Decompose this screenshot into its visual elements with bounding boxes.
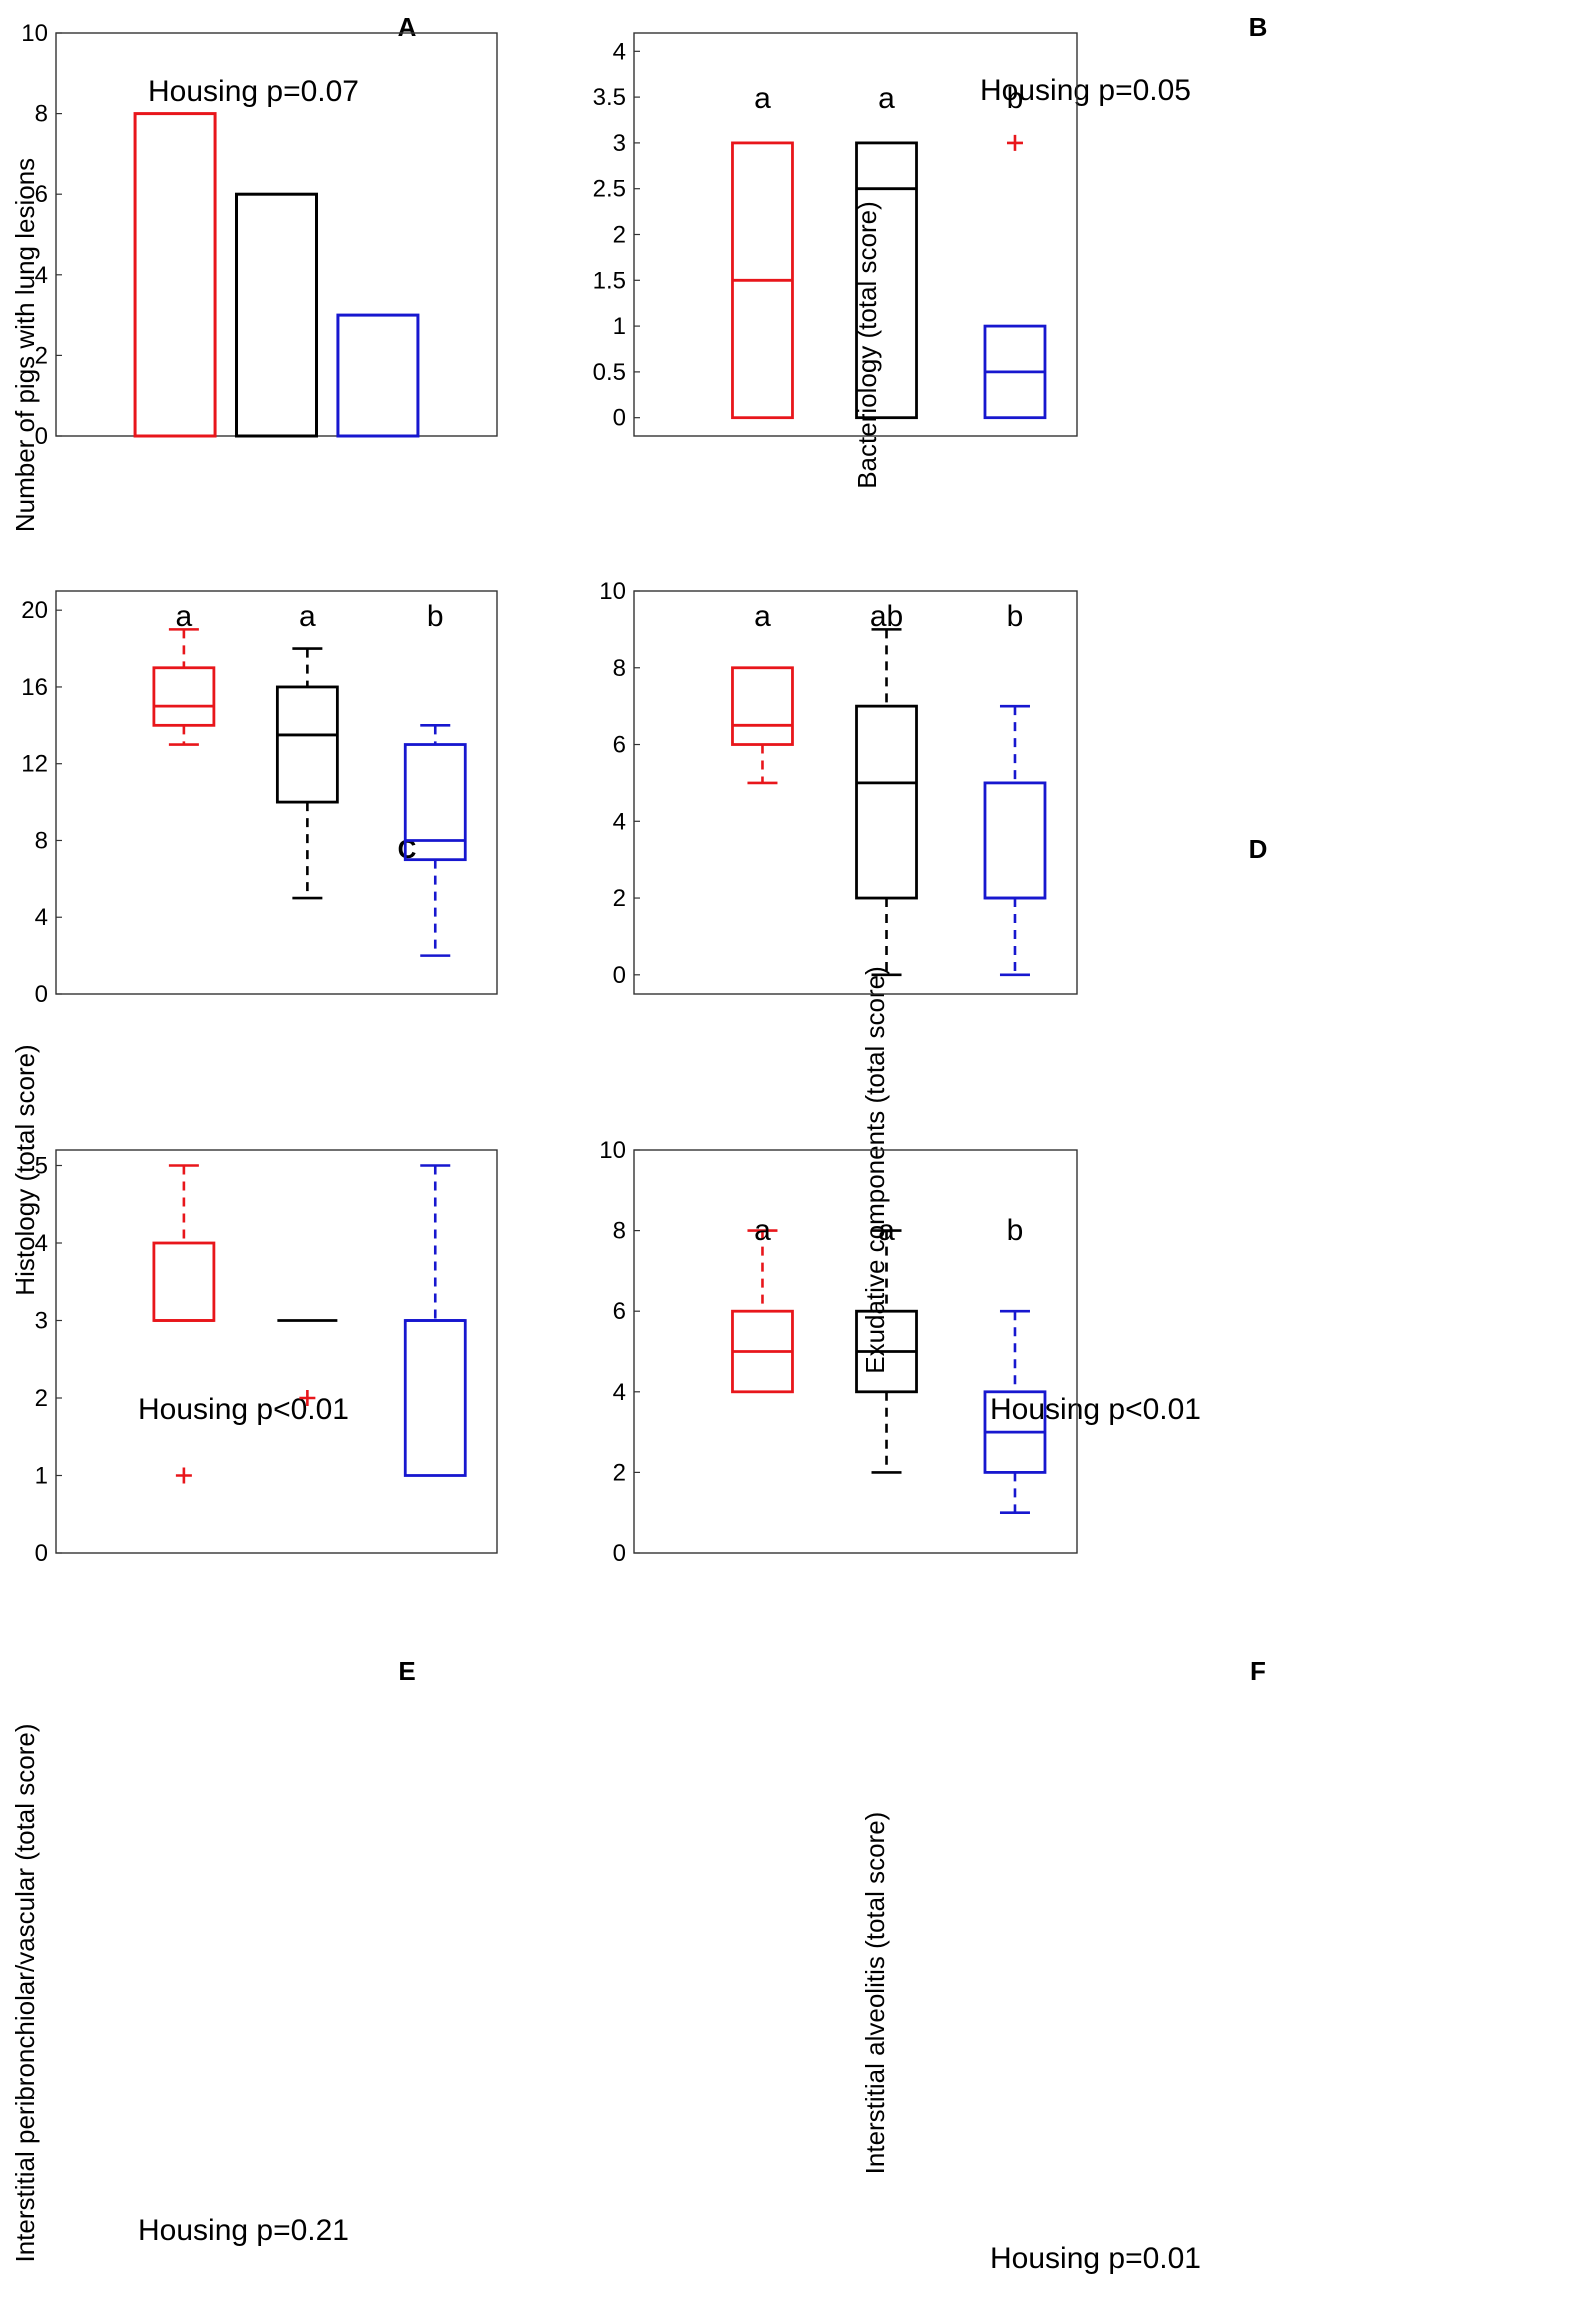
panel-a-ytick-label: 2 xyxy=(35,342,48,369)
panel-a-ytick-label: 10 xyxy=(21,20,48,47)
panel-c-ytick-label: 4 xyxy=(35,904,48,931)
panel-c-ytick-label: 0 xyxy=(35,981,48,1008)
panel-b-ytick-label: 4 xyxy=(613,38,626,65)
panel-e-ytick-label: 4 xyxy=(35,1230,48,1257)
panel-b-ytick-label: 1 xyxy=(613,313,626,340)
panel-d-ytick-label: 10 xyxy=(599,578,626,605)
panel-e-ytick-label: 5 xyxy=(35,1153,48,1180)
panel-b-outlier-3 xyxy=(1006,134,1023,151)
panel-b-ytick-label: 3.5 xyxy=(593,84,626,111)
panel-f-ytick-label: 8 xyxy=(613,1218,626,1245)
panel-e-annotation: Housing p=0.21 xyxy=(138,2214,349,2247)
panel-e-outlier-2 xyxy=(299,1390,316,1406)
panel-f-ytick-label: 4 xyxy=(613,1379,626,1406)
panel-a-annotation: Housing p=0.07 xyxy=(148,75,359,108)
panel-b-annotation: Housing p=0.05 xyxy=(980,74,1191,107)
panel-e-outlier-1 xyxy=(175,1467,192,1484)
panel-b-ytick-label: 0.5 xyxy=(593,359,626,386)
panel-e-ytick-label: 3 xyxy=(35,1308,48,1335)
panel-d-box-1 xyxy=(731,666,794,746)
panel-c-box-2 xyxy=(275,685,339,804)
panel-b-box-2 xyxy=(855,141,918,420)
panel-d-ytick-label: 4 xyxy=(613,808,626,835)
panel-a-bar-1 xyxy=(133,112,217,438)
panel-c-frame xyxy=(55,590,498,995)
panel-c-letter-2: a xyxy=(299,600,316,633)
panel-b-title: B xyxy=(1249,12,1268,42)
panel-a-ytick-label: 8 xyxy=(35,101,48,128)
panel-e-box-3 xyxy=(403,1319,467,1477)
panel-b-letter-3: b xyxy=(1007,82,1024,115)
panel-d-box-2 xyxy=(855,704,918,900)
panel-b-letter-1: a xyxy=(754,82,771,115)
panel-f-annotation: Housing p=0.01 xyxy=(990,2242,1201,2275)
panel-a-ytick-label: 6 xyxy=(35,181,48,208)
panel-c-box-3 xyxy=(403,743,467,862)
panel-a-ytick-label: 0 xyxy=(35,423,48,450)
panel-d-frame xyxy=(633,590,1078,995)
panel-e-frame xyxy=(55,1149,498,1554)
panel-c-ytick-label: 8 xyxy=(35,827,48,854)
panel-d-ytick-label: 0 xyxy=(613,962,626,989)
panel-c-ytick-label: 12 xyxy=(21,751,48,778)
panel-d-annotation: Housing p<0.01 xyxy=(990,1393,1201,1426)
panel-e-ytick-label: 2 xyxy=(35,1385,48,1412)
panel-c-letter-3: b xyxy=(427,600,444,633)
panel-c-ytick-label: 16 xyxy=(21,674,48,701)
panel-e-ytick-label: 0 xyxy=(35,1540,48,1567)
panel-f-ytick-label: 2 xyxy=(613,1459,626,1486)
panel-d-letter-2: ab xyxy=(870,600,903,633)
panel-d-letter-3: b xyxy=(1007,600,1024,633)
panel-d-ytick-label: 8 xyxy=(613,655,626,682)
panel-d-letter-1: a xyxy=(754,600,771,633)
panel-c-ylabel: Histology (total score) xyxy=(10,1044,40,1295)
panel-f-frame xyxy=(633,1149,1078,1554)
panel-a-bar-2 xyxy=(235,192,318,438)
panel-a-title: A xyxy=(398,12,417,42)
panel-f-ylabel: Interstitial alveolitis (total score) xyxy=(860,1812,890,2175)
panel-d-box-3 xyxy=(983,781,1047,900)
panel-f-ytick-label: 0 xyxy=(613,1540,626,1567)
panel-b-ytick-label: 2.5 xyxy=(593,176,626,203)
panel-a-ylabel: Number of pigs with lung lesions xyxy=(10,158,40,532)
panel-f-letter-1: a xyxy=(754,1214,771,1247)
panel-b-ytick-label: 1.5 xyxy=(593,267,626,294)
panel-e-box-1 xyxy=(152,1241,216,1322)
panel-d-ytick-label: 2 xyxy=(613,885,626,912)
panel-a-bar-3 xyxy=(336,313,420,438)
panel-f-ytick-label: 10 xyxy=(599,1137,626,1164)
panel-b-ytick-label: 0 xyxy=(613,405,626,432)
panel-f-title: F xyxy=(1250,1656,1266,1686)
panel-d-ytick-label: 6 xyxy=(613,732,626,759)
panel-c-annotation: Housing p<0.01 xyxy=(138,1393,349,1426)
panel-b-ytick-label: 2 xyxy=(613,222,626,249)
panel-b-ytick-label: 3 xyxy=(613,130,626,157)
panel-f-letter-2: a xyxy=(878,1214,895,1247)
panel-f-ytick-label: 6 xyxy=(613,1298,626,1325)
panel-c-ytick-label: 20 xyxy=(21,597,48,624)
panel-c-box-1 xyxy=(152,666,216,727)
panel-b-letter-2: a xyxy=(878,82,895,115)
panel-d-ylabel: Exudative components (total score) xyxy=(860,966,890,1374)
panel-f-letter-3: b xyxy=(1007,1214,1024,1247)
panel-e-ylabel: Interstitial peribronchiolar/vascular (t… xyxy=(10,1724,40,2263)
panel-e-ytick-label: 1 xyxy=(35,1463,48,1490)
panel-c-letter-1: a xyxy=(176,600,193,633)
panel-d-title: D xyxy=(1249,834,1268,864)
panel-e-title: E xyxy=(398,1656,415,1686)
panel-a-ytick-label: 4 xyxy=(35,262,48,289)
